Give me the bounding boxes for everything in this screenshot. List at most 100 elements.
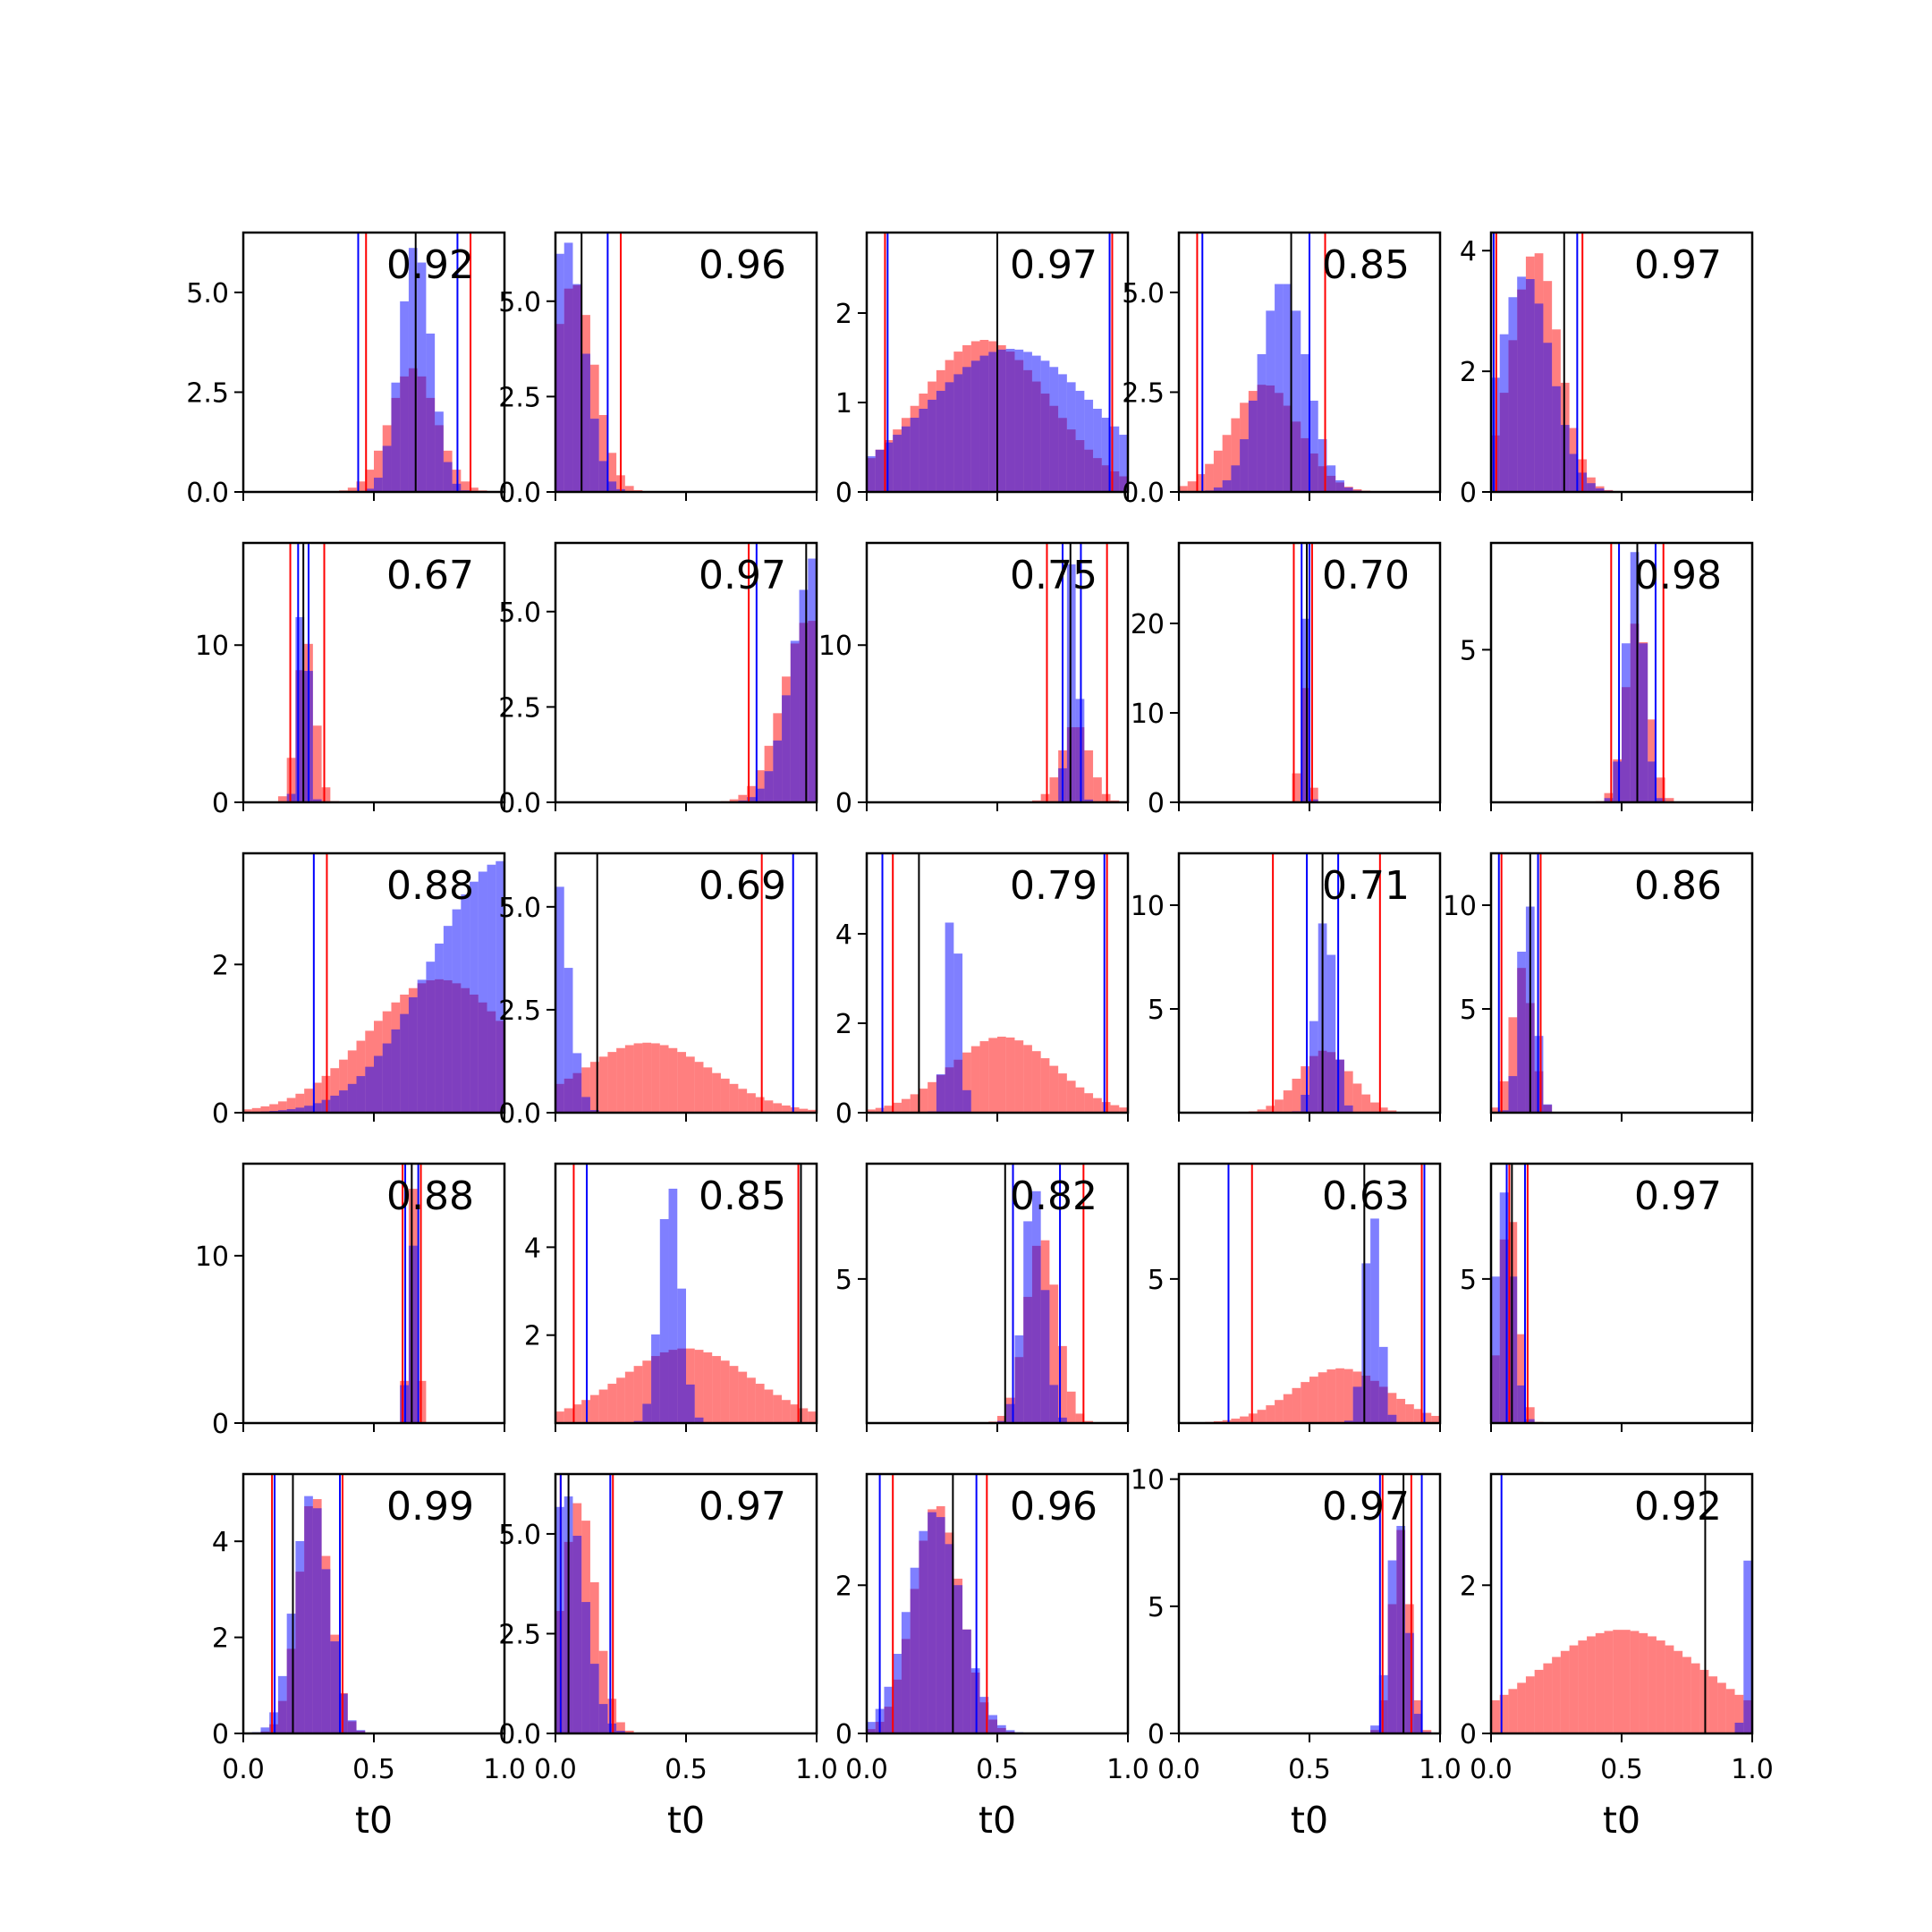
x-tick-label: 0.0 (1157, 1754, 1200, 1785)
red-histogram-bar (1543, 1663, 1553, 1733)
blue-histogram-bar (1517, 1385, 1526, 1423)
y-tick-label: 0 (835, 1098, 852, 1130)
red-histogram-bar (1604, 792, 1614, 802)
red-histogram-bar (1517, 1334, 1526, 1423)
red-histogram-bar (1093, 1097, 1102, 1113)
blue-histogram-bar (589, 1110, 599, 1113)
blue-histogram-bar (1301, 353, 1309, 492)
blue-histogram-bar (589, 419, 599, 492)
blue-histogram-bar (659, 1218, 669, 1423)
blue-histogram-bar (928, 399, 936, 492)
blue-histogram-bar (1005, 349, 1015, 492)
y-tick-label: 0 (212, 1719, 229, 1750)
blue-histogram-bar (945, 382, 954, 492)
panel-1-1: 0.0 2.5 5.0 0.92 (186, 231, 506, 509)
y-tick-label: 10 (1131, 891, 1165, 922)
blue-histogram-bar (1335, 1059, 1344, 1113)
panel-1-4: 0.0 2.5 5.0 0.85 (1122, 231, 1442, 509)
panels-layer: 0.0 2.5 5.0 0.92 0.0 2.5 5.0 0.96 0 1 2 0.97 0.0 2.5 5… (186, 231, 1774, 1842)
blue-histogram-bar (1240, 439, 1249, 492)
red-histogram-bar (1222, 435, 1232, 492)
y-tick-label: 0.0 (498, 788, 541, 819)
red-histogram-bar (738, 1089, 748, 1113)
x-tick-label: 0.5 (1288, 1754, 1331, 1785)
red-histogram-bar (1431, 1416, 1440, 1423)
blue-histogram-bar (356, 1730, 366, 1733)
blue-histogram-bar (1301, 618, 1309, 802)
blue-histogram-bar (884, 1686, 894, 1733)
blue-histogram-bar (1257, 353, 1267, 492)
blue-histogram-bar (1491, 1276, 1500, 1423)
red-histogram-bar (1387, 1110, 1397, 1113)
panel-value-label: 0.88 (386, 863, 474, 909)
red-histogram-bar (1343, 1071, 1353, 1113)
blue-histogram-bar (1543, 1104, 1553, 1113)
red-histogram-bar (1343, 1368, 1353, 1423)
blue-histogram-bar (867, 1722, 876, 1733)
red-histogram-bar (1352, 1083, 1362, 1113)
panel-5-2: 0.0 0.5 1.0 0.0 2.5 5.0 0.97 t0 (498, 1472, 838, 1842)
blue-histogram-bar (1517, 951, 1526, 1113)
red-histogram-bar (1656, 1640, 1665, 1733)
red-histogram-bar (799, 1408, 809, 1423)
red-histogram-bar (997, 1416, 1006, 1423)
red-histogram-bar (581, 1067, 590, 1113)
blue-histogram-bar (893, 435, 902, 492)
blue-histogram-bar (581, 1602, 590, 1733)
panel-3-5: 5 10 0.86 (1443, 852, 1754, 1122)
red-histogram-bar (286, 1097, 296, 1113)
red-histogram-bar (747, 785, 756, 802)
blue-histogram-bar (365, 1066, 374, 1113)
red-histogram-bar (1734, 1694, 1744, 1733)
blue-histogram-bar (1613, 761, 1622, 802)
blue-histogram-bar (304, 1106, 313, 1113)
panel-value-label: 0.82 (1010, 1174, 1097, 1219)
x-tick-label: 1.0 (1731, 1754, 1774, 1785)
panel-4-3: 50.82 (835, 1162, 1130, 1432)
blue-histogram-bar (1569, 453, 1579, 492)
y-tick-label: 20 (1131, 609, 1165, 640)
red-histogram-bar (651, 1043, 660, 1113)
blue-histogram-bar (919, 409, 928, 492)
y-tick-label: 0 (835, 1719, 852, 1750)
blue-histogram-bar (1499, 1110, 1509, 1113)
blue-histogram-bar (997, 349, 1006, 492)
y-tick-label: 2 (212, 950, 229, 981)
panel-5-4: 0.0 0.5 1.0 0 5 10 0.97 t0 (1131, 1465, 1462, 1842)
red-histogram-bar (1630, 1631, 1640, 1733)
blue-histogram-bar (1604, 798, 1614, 802)
panel-value-label: 0.75 (1010, 553, 1097, 598)
red-histogram-bar (1422, 1730, 1432, 1733)
panel-value-label: 0.97 (1322, 1484, 1410, 1530)
red-histogram-bar (1014, 1040, 1024, 1113)
panel-5-3: 0.0 0.5 1.0 0 2 0.96 t0 (835, 1472, 1149, 1842)
blue-histogram-bar (417, 262, 427, 492)
panel-value-label: 0.85 (699, 1174, 786, 1219)
y-tick-label: 2 (524, 1321, 541, 1352)
blue-histogram-bar (1031, 355, 1041, 492)
red-histogram-bar (470, 487, 479, 492)
red-histogram-bar (251, 1107, 261, 1113)
red-histogram-bar (616, 1722, 625, 1733)
x-tick-label: 0.0 (534, 1754, 577, 1785)
blue-histogram-bar (1231, 465, 1241, 492)
panel-3-3: 0 2 4 0.79 (835, 852, 1130, 1130)
blue-histogram-bar (970, 360, 980, 492)
red-histogram-bar (624, 1045, 634, 1113)
panel-value-label: 0.63 (1322, 1174, 1410, 1219)
blue-histogram-bar (764, 771, 774, 802)
red-histogram-bar (1499, 1080, 1509, 1113)
y-tick-label: 2.5 (498, 1619, 541, 1650)
blue-histogram-bar (391, 1029, 401, 1113)
red-histogram-bar (979, 1041, 989, 1113)
red-histogram-bar (1023, 1045, 1032, 1113)
red-histogram-bar (1387, 1393, 1397, 1423)
blue-histogram-bar (555, 886, 564, 1113)
blue-histogram-bar (901, 426, 911, 492)
red-histogram-bar (1275, 1400, 1284, 1423)
red-histogram-bar (893, 1102, 902, 1113)
blue-histogram-bar (1734, 1722, 1744, 1733)
blue-histogram-bar (936, 1517, 945, 1733)
red-histogram-bar (1266, 1405, 1275, 1423)
blue-histogram-bar (919, 1530, 928, 1733)
